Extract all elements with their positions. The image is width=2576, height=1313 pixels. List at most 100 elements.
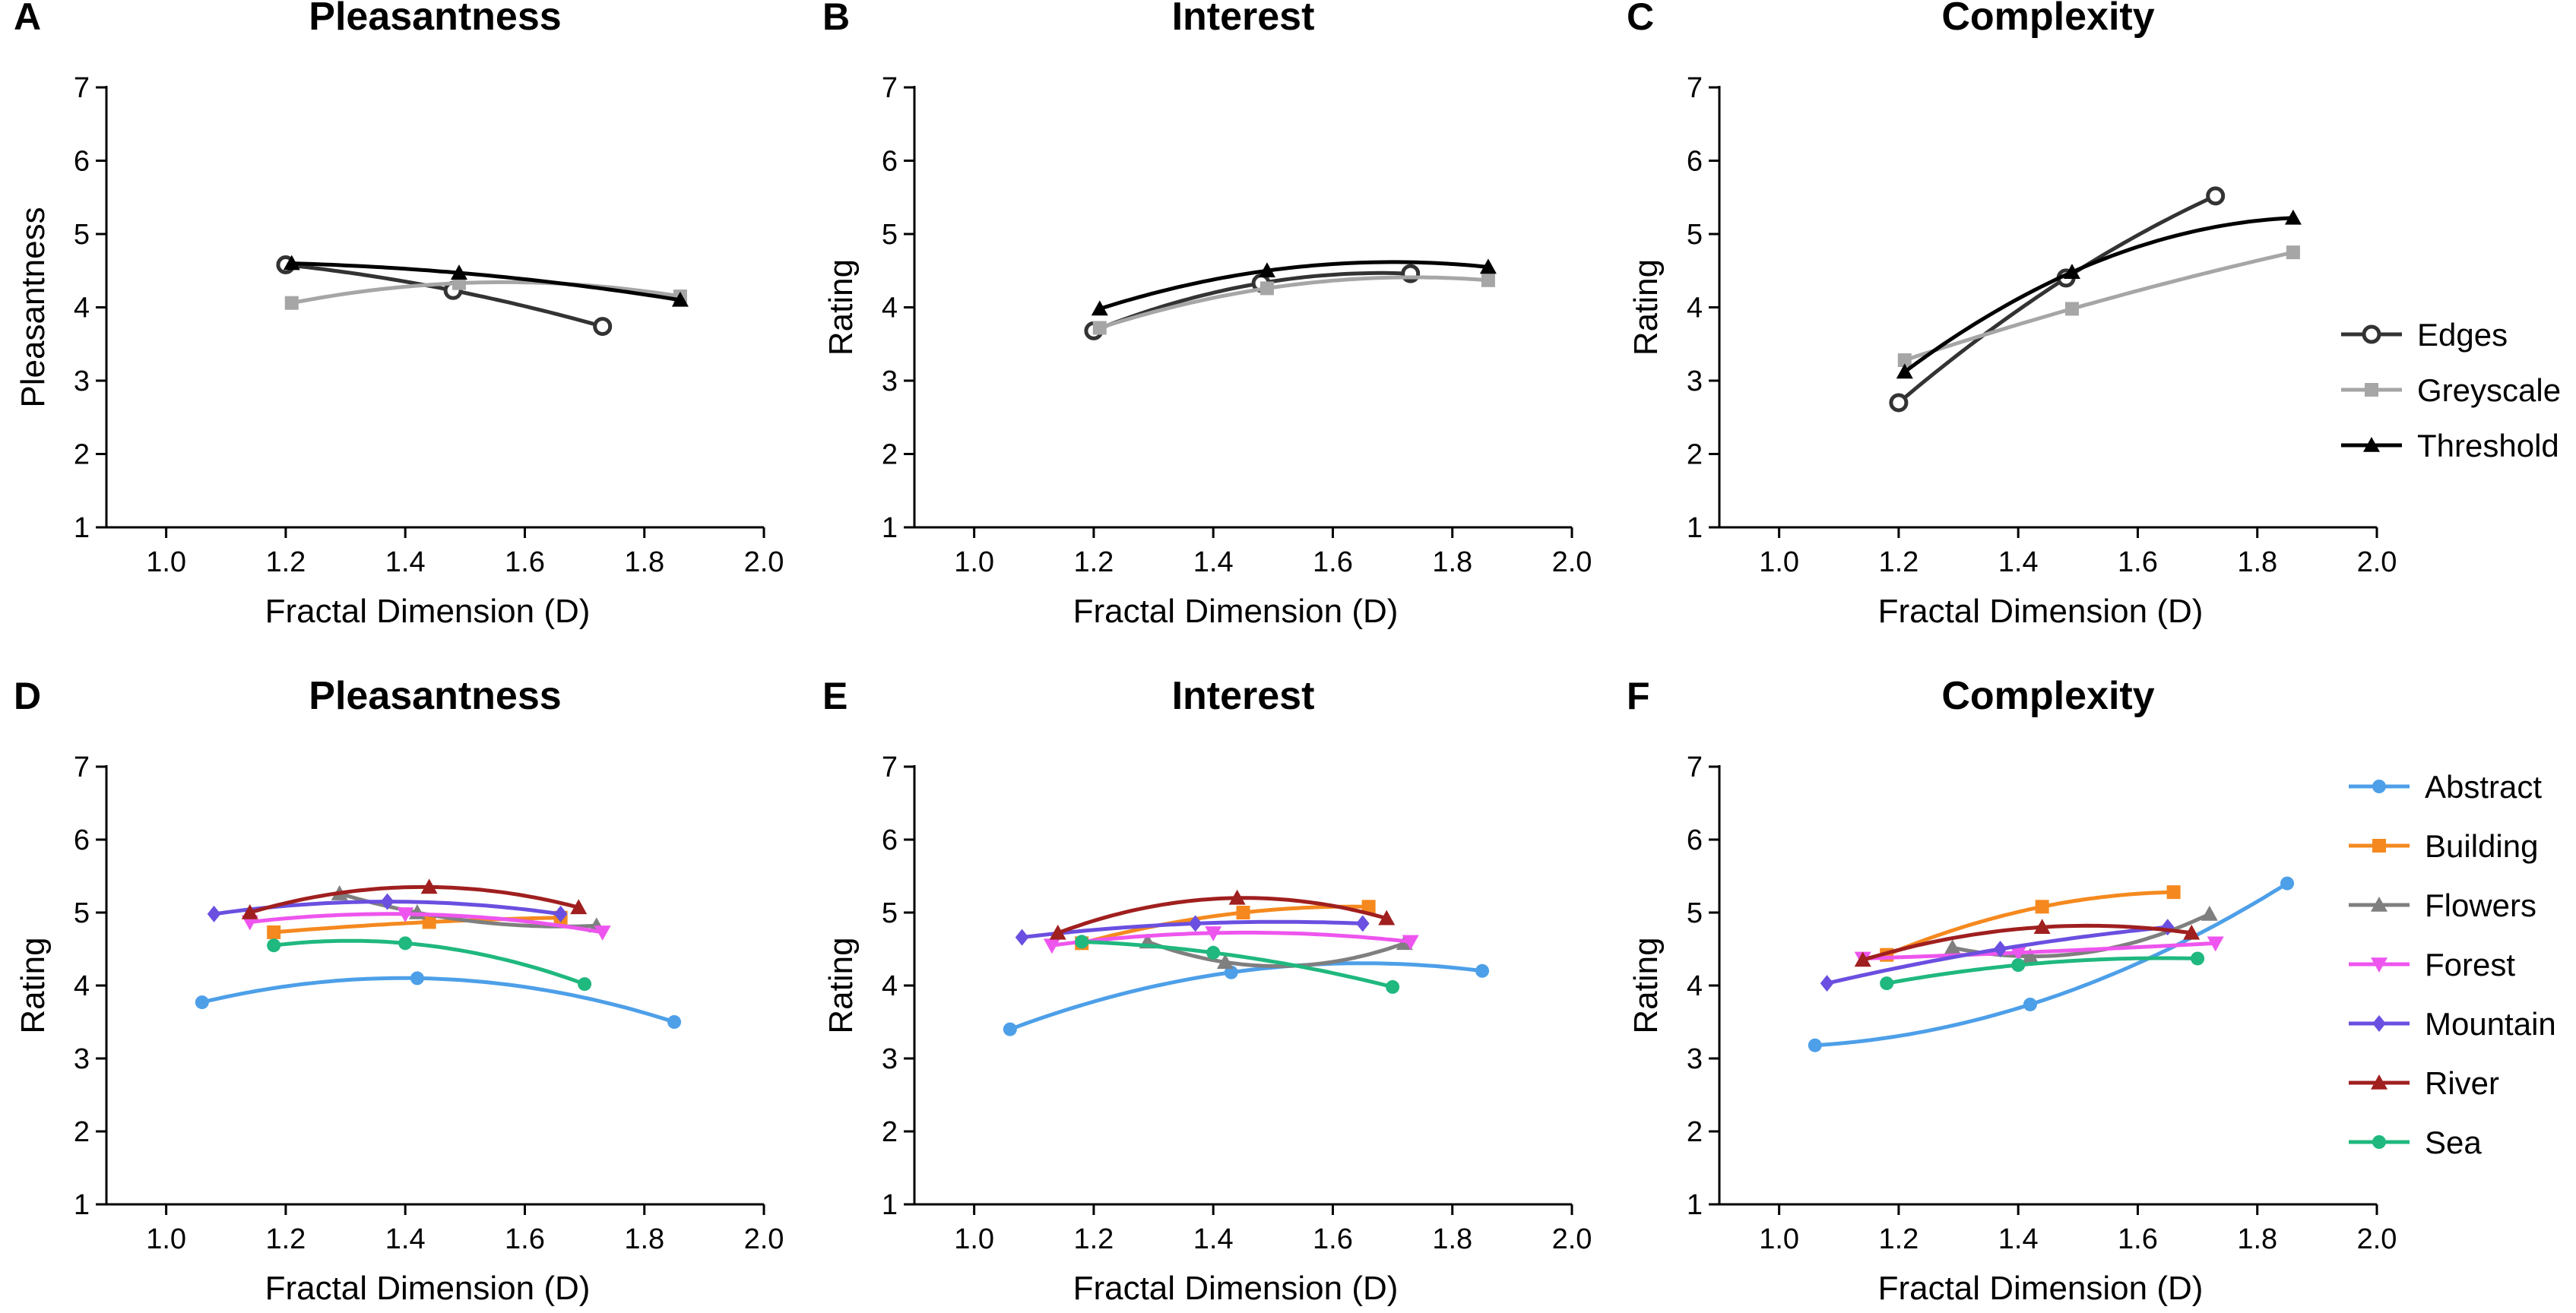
data-point-mountain	[1355, 915, 1370, 932]
chart-title: Complexity	[1941, 0, 2154, 39]
data-point-river	[241, 904, 258, 919]
y-tick-label: 2	[1687, 1116, 1703, 1148]
data-point-threshold	[450, 264, 467, 280]
legend-label: Threshold	[2417, 428, 2559, 464]
chart-title: Interest	[1172, 0, 1315, 39]
y-axis-label: Rating	[1627, 259, 1665, 356]
x-tick-label: 1.0	[146, 546, 186, 578]
series-mountain	[1015, 915, 1370, 946]
data-point-mountain	[2160, 919, 2175, 936]
x-tick-label: 2.0	[744, 1223, 784, 1255]
data-point-abstract	[195, 995, 209, 1010]
y-axis-label: Pleasantness	[14, 207, 52, 407]
panel-letter: D	[14, 675, 41, 717]
x-axis-label: Fractal Dimension (D)	[265, 593, 591, 630]
series-line-greyscale	[1099, 275, 1489, 330]
y-tick-label: 6	[74, 824, 90, 856]
x-tick-label: 1.4	[1193, 546, 1234, 578]
data-point-river	[2183, 924, 2201, 940]
legend-item-mountain: Mountain	[2349, 1006, 2556, 1042]
data-point-forest	[1205, 926, 1222, 941]
data-point-river	[2033, 919, 2051, 934]
series-mountain	[1820, 919, 2175, 992]
series-line-building	[1081, 904, 1369, 945]
x-tick-label: 1.2	[1073, 546, 1114, 578]
data-point-greyscale	[1897, 353, 1912, 367]
y-tick-label: 4	[74, 970, 90, 1002]
data-point-greyscale	[1259, 281, 1274, 296]
y-tick-label: 4	[1687, 293, 1703, 324]
data-point-abstract	[1475, 963, 1490, 978]
series-line-threshold	[291, 261, 681, 302]
y-tick-label: 3	[74, 365, 90, 397]
data-point-building	[422, 915, 436, 929]
data-point-sea	[2372, 1135, 2386, 1149]
panel-letter: E	[822, 675, 848, 717]
y-axis-label: Rating	[822, 259, 860, 356]
x-tick-label: 2.0	[2357, 546, 2397, 578]
x-tick-label: 1.0	[1759, 1223, 1799, 1255]
series-line-greyscale	[1904, 250, 2294, 362]
y-tick-label: 2	[1687, 439, 1703, 471]
legend-label: Flowers	[2425, 887, 2536, 923]
series-line-forest	[1051, 930, 1411, 948]
legend-label: Forest	[2425, 947, 2515, 982]
legend-top: Edges Greyscale Threshold	[2341, 317, 2561, 464]
y-tick-label: 2	[882, 439, 898, 471]
y-tick-label: 2	[882, 1116, 898, 1148]
series-building	[1880, 885, 2181, 962]
chart-title: Interest	[1172, 674, 1315, 718]
data-point-flowers	[2371, 897, 2387, 912]
y-tick-label: 3	[1687, 1043, 1703, 1075]
x-axis-label: Fractal Dimension (D)	[1878, 593, 2204, 630]
x-axis-label: Fractal Dimension (D)	[1073, 593, 1399, 630]
y-tick-label: 4	[1687, 970, 1703, 1002]
data-point-abstract	[2023, 997, 2037, 1011]
x-tick-label: 1.6	[1313, 546, 1353, 578]
y-axis-label: Rating	[1627, 937, 1665, 1033]
data-point-flowers	[2021, 948, 2039, 963]
series-line-river	[1862, 923, 2192, 962]
data-point-mountain	[2372, 1015, 2386, 1032]
data-point-river	[570, 899, 588, 915]
y-axis-label: Rating	[14, 937, 52, 1033]
series-threshold	[283, 255, 689, 307]
y-tick-label: 6	[882, 146, 898, 178]
data-point-threshold	[671, 291, 689, 307]
data-point-forest	[397, 907, 414, 922]
chart-title: Pleasantness	[309, 0, 561, 39]
series-line-abstract	[201, 976, 675, 1024]
chart-panel-f: F Complexity 1 2 3 4 5 6 7 1.0 1.2 1.4 1.6 1.8 2.0 Frac…	[1627, 674, 2397, 1307]
y-tick-label: 5	[74, 897, 90, 929]
data-point-greyscale	[452, 276, 466, 290]
x-tick-label: 1.2	[1073, 1223, 1114, 1255]
y-tick-label: 5	[882, 897, 898, 929]
series-line-sea	[273, 938, 585, 986]
data-point-forest	[2207, 936, 2224, 952]
y-tick-label: 7	[882, 72, 898, 104]
series-threshold	[1896, 209, 2302, 379]
data-point-greyscale	[2365, 383, 2378, 397]
data-point-mountain	[553, 905, 568, 922]
data-point-threshold	[2284, 209, 2302, 225]
data-point-abstract	[667, 1015, 682, 1029]
series-line-building	[1886, 890, 2174, 957]
data-point-greyscale	[2286, 245, 2300, 260]
series-greyscale	[1897, 245, 2300, 367]
x-tick-label: 1.0	[1759, 546, 1799, 578]
data-point-abstract	[1003, 1022, 1017, 1036]
x-tick-label: 1.8	[2237, 1223, 2277, 1255]
series-line-flowers	[1146, 940, 1405, 968]
x-tick-label: 1.4	[1998, 546, 2039, 578]
data-point-greyscale	[284, 296, 299, 310]
data-point-forest	[1043, 938, 1060, 954]
y-tick-label: 4	[882, 970, 898, 1002]
legend-label: Edges	[2417, 317, 2508, 353]
x-tick-label: 1.8	[624, 546, 664, 578]
legend-item-edges: Edges	[2341, 317, 2508, 353]
series-greyscale	[1092, 273, 1495, 335]
x-tick-label: 1.6	[505, 546, 545, 578]
legend-label: Greyscale	[2417, 372, 2561, 408]
data-point-abstract	[1224, 965, 1238, 979]
